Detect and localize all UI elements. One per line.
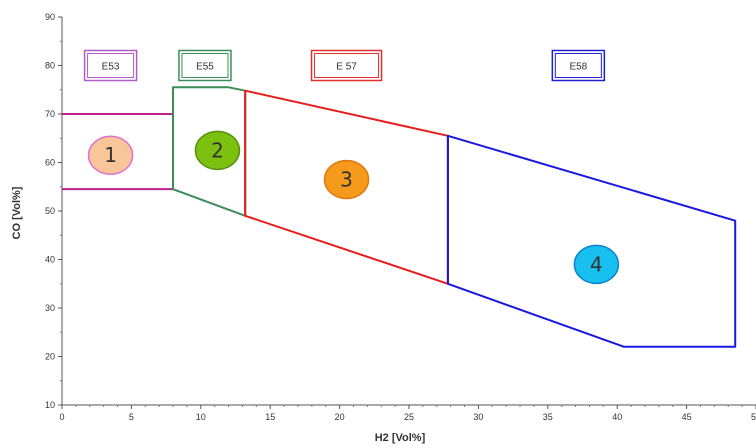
zone-4-label: 4 (590, 252, 603, 276)
legend-box-1-label: E53 (102, 62, 120, 73)
x-tick-label: 10 (196, 412, 206, 422)
y-tick-label: 30 (45, 303, 55, 313)
legend-box-1-inner (87, 53, 135, 78)
regions (62, 86, 737, 348)
zone-3-label: 3 (340, 167, 353, 191)
legend-box-3-outer (310, 49, 383, 82)
zone-1-label: 1 (104, 143, 117, 167)
zone-2-label: 2 (211, 138, 224, 162)
x-tick-label: 20 (335, 412, 345, 422)
x-tick-label: 40 (612, 412, 622, 422)
legend-box-1-outer (83, 49, 138, 82)
zones: 1 2 3 4 (87, 130, 620, 285)
y-tick-label: 90 (45, 12, 55, 22)
x-tick-label: 50 (751, 412, 756, 422)
legend-box-4-label: E58 (569, 62, 587, 73)
y-axis-title: CO [Vol%] (11, 186, 23, 239)
zone-4-circle (573, 244, 620, 285)
region-4-outline (446, 134, 737, 348)
legend-box-4-outer (551, 49, 606, 82)
x-tick-label: 0 (59, 412, 64, 422)
x-axis-title: H2 [Vol%] (375, 432, 426, 444)
x-tick-label: 5 (129, 412, 134, 422)
zone-1-circle (87, 135, 134, 175)
x-tick-label: 45 (682, 412, 692, 422)
x-tick-label: 35 (543, 412, 553, 422)
y-tick-label: 70 (45, 109, 55, 119)
y-tick-label: 80 (45, 61, 55, 71)
legend-box-3-label: E 57 (336, 62, 357, 73)
legend-box-2-inner (181, 53, 229, 78)
x-tick-label: 25 (404, 412, 414, 422)
y-tick-label: 40 (45, 255, 55, 265)
y-tick-label: 10 (45, 400, 55, 410)
y-tick-label: 20 (45, 352, 55, 362)
y-tick-label: 60 (45, 158, 55, 168)
axes: 10 20 30 40 50 60 70 80 90 0 5 10 15 20 25 30 35 40 45 50 (45, 12, 756, 422)
legend-box-3-inner (314, 53, 380, 78)
zone-3-circle (323, 159, 370, 200)
y-tick-label: 50 (45, 206, 55, 216)
zone-2-circle (194, 130, 241, 171)
legend-box-2-outer (178, 49, 232, 82)
x-tick-label: 30 (473, 412, 483, 422)
legend-box-2-label: E55 (196, 62, 214, 73)
legend: E53 E55 E 57 E58 (83, 49, 606, 82)
x-tick-label: 15 (265, 412, 275, 422)
legend-box-4-inner (554, 53, 602, 78)
